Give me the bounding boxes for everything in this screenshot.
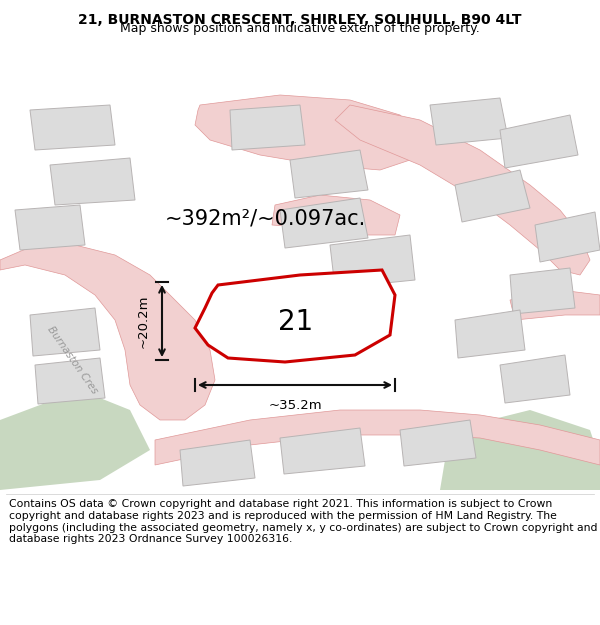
Text: 21: 21: [278, 308, 314, 336]
Text: ~20.2m: ~20.2m: [137, 294, 150, 348]
Polygon shape: [0, 390, 150, 490]
Polygon shape: [535, 212, 600, 262]
Polygon shape: [500, 115, 578, 168]
Polygon shape: [280, 428, 365, 474]
Polygon shape: [35, 358, 105, 404]
Polygon shape: [455, 310, 525, 358]
Polygon shape: [155, 410, 600, 465]
Polygon shape: [280, 198, 368, 248]
Polygon shape: [510, 268, 575, 314]
Polygon shape: [455, 170, 530, 222]
Polygon shape: [335, 105, 590, 275]
Text: 21, BURNASTON CRESCENT, SHIRLEY, SOLIHULL, B90 4LT: 21, BURNASTON CRESCENT, SHIRLEY, SOLIHUL…: [78, 12, 522, 26]
Polygon shape: [0, 245, 215, 420]
Polygon shape: [400, 420, 476, 466]
Text: Burnaston Cres: Burnaston Cres: [45, 324, 99, 396]
Polygon shape: [50, 158, 135, 205]
Polygon shape: [510, 290, 600, 320]
Polygon shape: [330, 235, 415, 288]
Polygon shape: [290, 150, 368, 198]
Polygon shape: [180, 440, 255, 486]
Polygon shape: [500, 355, 570, 403]
Text: Contains OS data © Crown copyright and database right 2021. This information is : Contains OS data © Crown copyright and d…: [9, 499, 598, 544]
Polygon shape: [440, 410, 600, 490]
Polygon shape: [230, 105, 305, 150]
Text: Map shows position and indicative extent of the property.: Map shows position and indicative extent…: [120, 22, 480, 35]
Polygon shape: [272, 195, 400, 235]
Polygon shape: [15, 205, 85, 250]
Polygon shape: [30, 105, 115, 150]
Polygon shape: [195, 95, 420, 170]
Text: ~392m²/~0.097ac.: ~392m²/~0.097ac.: [164, 208, 365, 228]
Text: ~35.2m: ~35.2m: [268, 399, 322, 412]
Polygon shape: [30, 308, 100, 356]
Polygon shape: [430, 98, 508, 145]
Polygon shape: [195, 270, 395, 362]
